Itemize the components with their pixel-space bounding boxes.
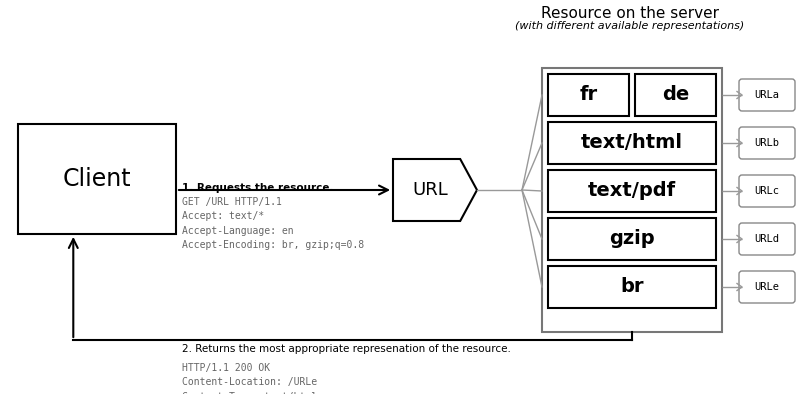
Text: de: de [662, 85, 689, 104]
FancyBboxPatch shape [739, 127, 795, 159]
FancyBboxPatch shape [739, 79, 795, 111]
FancyBboxPatch shape [739, 223, 795, 255]
Text: URLa: URLa [754, 90, 779, 100]
Text: (with different available representations): (with different available representation… [515, 21, 745, 31]
Bar [548, 170, 716, 212]
FancyBboxPatch shape [739, 175, 795, 207]
Text: URLd: URLd [754, 234, 779, 244]
Bar [548, 122, 716, 164]
Bar [548, 218, 716, 260]
Bar [548, 266, 716, 308]
Bar [548, 74, 629, 116]
Text: Resource on the server: Resource on the server [541, 6, 719, 21]
Bar [542, 68, 722, 332]
Bar [18, 124, 176, 234]
Text: URLb: URLb [754, 138, 779, 148]
Text: URL: URL [412, 181, 448, 199]
Bar [635, 74, 716, 116]
Text: gzip: gzip [609, 229, 655, 249]
Text: 2. Returns the most appropriate represenation of the resource.: 2. Returns the most appropriate represen… [182, 344, 511, 354]
Text: HTTP/1.1 200 OK
Content-Location: /URLe
Content-Type: text/html
Content-Language: HTTP/1.1 200 OK Content-Location: /URLe … [182, 363, 317, 394]
Text: fr: fr [579, 85, 598, 104]
Text: text/html: text/html [581, 134, 683, 152]
Text: URLc: URLc [754, 186, 779, 196]
Text: Client: Client [62, 167, 131, 191]
Text: URLe: URLe [754, 282, 779, 292]
Text: 1. Requests the resource.: 1. Requests the resource. [182, 183, 334, 193]
Polygon shape [393, 159, 477, 221]
Text: GET /URL HTTP/1.1
Accept: text/*
Accept-Language: en
Accept-Encoding: br, gzip;q: GET /URL HTTP/1.1 Accept: text/* Accept-… [182, 197, 364, 250]
Text: br: br [620, 277, 644, 297]
FancyBboxPatch shape [739, 271, 795, 303]
Text: text/pdf: text/pdf [588, 182, 676, 201]
